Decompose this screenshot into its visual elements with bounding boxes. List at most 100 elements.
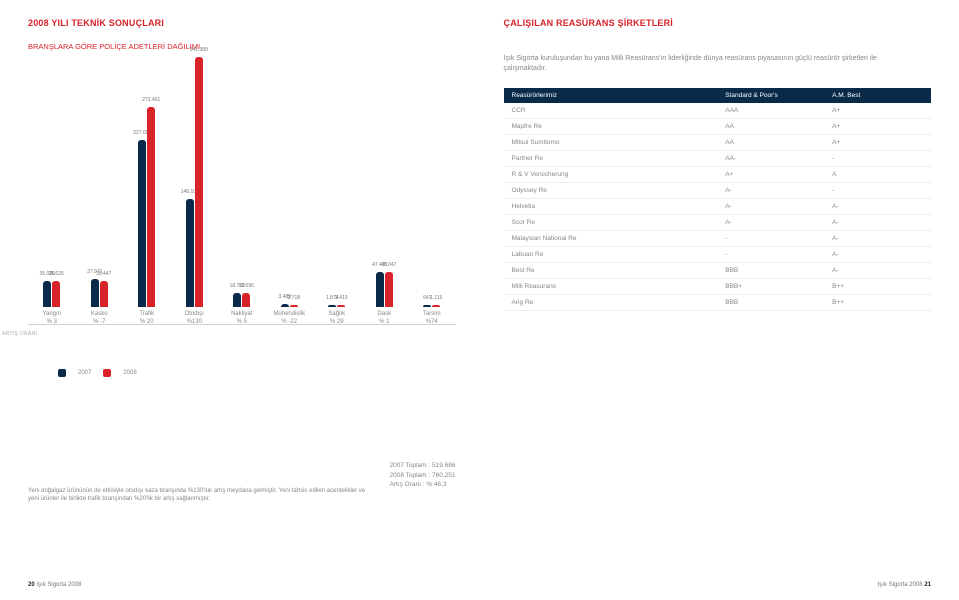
bar-2007: 1.874 xyxy=(328,305,336,307)
table-row: Best ReBBBA- xyxy=(504,262,932,278)
table-cell: A- xyxy=(824,246,931,262)
chart-axis xyxy=(28,324,456,325)
table-cell: - xyxy=(824,182,931,198)
table-cell: Milli Reasurans xyxy=(504,278,718,294)
category-label: Otodışı xyxy=(185,311,204,317)
bar-2007: 18.762 xyxy=(233,293,241,307)
chart-category: 18.76219.696Nakliyat% 5 xyxy=(218,57,266,325)
chart-category: 35.02036.025Yangın% 3 xyxy=(28,57,76,325)
table-row: Mapfre ReAAA+ xyxy=(504,118,932,134)
table-header-col1: Reasürörlerimiz xyxy=(504,88,718,103)
category-label: Kasko xyxy=(91,311,108,317)
legend-label-2007: 2007 xyxy=(78,370,91,376)
bar-2007: 3.489 xyxy=(281,304,289,307)
bar-chart: ARTIŞ ORANI 35.02036.025Yangın% 337.9713… xyxy=(28,61,456,361)
table-cell: BBB+ xyxy=(717,278,824,294)
table-cell: Odyssey Re xyxy=(504,182,718,198)
table-cell: A- xyxy=(717,214,824,230)
bar-pair: 227.651273.401 xyxy=(138,57,155,307)
chart-category: 1.8742.413Sağlık% 29 xyxy=(313,57,361,325)
bar-2008: 2.413 xyxy=(337,305,345,307)
chart-category: 47.43148.047Dask% 1 xyxy=(361,57,409,325)
category-label: Sağlık xyxy=(328,311,345,317)
table-row: Malaysian National Re-A- xyxy=(504,230,932,246)
table-cell: AA xyxy=(717,134,824,150)
category-label: Trafik xyxy=(139,311,154,317)
table-cell: A- xyxy=(824,230,931,246)
table-header-row: Reasürörlerimiz Standard & Poor's A.M. B… xyxy=(504,88,932,103)
table-row: R & V VersicherungA+A xyxy=(504,166,932,182)
page-number-right: 21 xyxy=(924,582,931,588)
bar-value-label: 2.718 xyxy=(287,295,300,301)
table-cell: B++ xyxy=(824,294,931,310)
bar-2007: 641 xyxy=(423,305,431,307)
reinsurer-table: Reasürörlerimiz Standard & Poor's A.M. B… xyxy=(504,88,932,311)
bar-pair: 35.02036.025 xyxy=(43,57,60,307)
bar-pair: 37.971 35.447 xyxy=(91,57,108,307)
table-row: Partner ReAA-- xyxy=(504,150,932,166)
table-cell: A xyxy=(824,166,931,182)
table-cell: A- xyxy=(824,262,931,278)
table-cell: A+ xyxy=(824,134,931,150)
chart-legend: 2007 2008 xyxy=(58,369,456,377)
bar-2007: 47.431 xyxy=(376,272,384,307)
table-cell: CCR xyxy=(504,103,718,119)
table-cell: AA xyxy=(717,118,824,134)
bar-2008: 36.025 xyxy=(52,281,60,307)
left-title: 2008 YILI TEKNİK SONUÇLARI xyxy=(28,18,456,28)
table-row: HelvetiaA-A- xyxy=(504,198,932,214)
category-label: Mühendislik xyxy=(273,311,305,317)
legend-box-2007 xyxy=(58,369,66,377)
footer-text-left: Işık Sigorta 2008 xyxy=(36,582,81,588)
table-row: CCRAAAA+ xyxy=(504,103,932,119)
bar-2008: 1.115 xyxy=(432,305,440,307)
page-number-left: 20 xyxy=(28,582,35,588)
page-right: ÇALIŞILAN REASÜRANS ŞİRKETLERİ Işık Sigo… xyxy=(480,0,959,600)
table-cell: A+ xyxy=(824,118,931,134)
table-cell: A- xyxy=(824,214,931,230)
bar-pair: 1.8742.413 xyxy=(328,57,345,307)
artis-oran-label: ARTIŞ ORANI xyxy=(2,331,37,337)
table-cell: - xyxy=(717,246,824,262)
chart-category: 148.101341.389Otodışı%130 xyxy=(171,57,219,325)
chart-category: 37.97135.447Kasko% -7 xyxy=(76,57,124,325)
table-cell: - xyxy=(717,230,824,246)
table-cell: AA- xyxy=(717,150,824,166)
table-cell: R & V Versicherung xyxy=(504,166,718,182)
table-cell: B++ xyxy=(824,278,931,294)
table-cell: - xyxy=(824,150,931,166)
category-label: Nakliyat xyxy=(231,311,252,317)
total-2008: 2008 Toplam : 760.251 xyxy=(389,471,455,481)
table-cell: A- xyxy=(824,198,931,214)
table-cell: AAA xyxy=(717,103,824,119)
total-2007: 2007 Toplam : 519.686 xyxy=(389,461,455,471)
bar-2007: 227.651 xyxy=(138,140,146,307)
table-cell: Helvetia xyxy=(504,198,718,214)
chart-category: 6411.115Tarsim%74 xyxy=(408,57,456,325)
bar-pair: 6411.115 xyxy=(423,57,440,307)
table-cell: A- xyxy=(717,182,824,198)
bar-value-label: 2.413 xyxy=(335,295,348,301)
table-row: Odyssey ReA-- xyxy=(504,182,932,198)
bar-2007: 37.971 xyxy=(91,279,99,307)
footer-right: Işık Sigorta 2008 21 xyxy=(878,582,931,588)
right-intro: Işık Sigorta kuruluşundan bu yana Milli … xyxy=(504,54,884,74)
legend-box-2008 xyxy=(103,369,111,377)
bar-value-label: 36.025 xyxy=(49,271,64,277)
bar-pair: 3.489 2.718 xyxy=(281,57,298,307)
table-row: Arig ReBBBB++ xyxy=(504,294,932,310)
table-cell: Malaysian National Re xyxy=(504,230,718,246)
bar-pair: 18.76219.696 xyxy=(233,57,250,307)
table-row: Scor ReA-A- xyxy=(504,214,932,230)
table-row: Labuan Re-A- xyxy=(504,246,932,262)
table-cell: Arig Re xyxy=(504,294,718,310)
category-label: Dask xyxy=(377,311,391,317)
table-cell: BBB xyxy=(717,294,824,310)
table-cell: Mitsui Sumitomo xyxy=(504,134,718,150)
table-cell: Partner Re xyxy=(504,150,718,166)
chart-category: 227.651273.401Trafik% 20 xyxy=(123,57,171,325)
bar-value-label: 48.047 xyxy=(381,262,396,268)
footer-text-right: Işık Sigorta 2008 xyxy=(878,582,923,588)
bar-value-label: 35.447 xyxy=(96,271,111,277)
footer-left: 20 Işık Sigorta 2008 xyxy=(28,582,81,588)
